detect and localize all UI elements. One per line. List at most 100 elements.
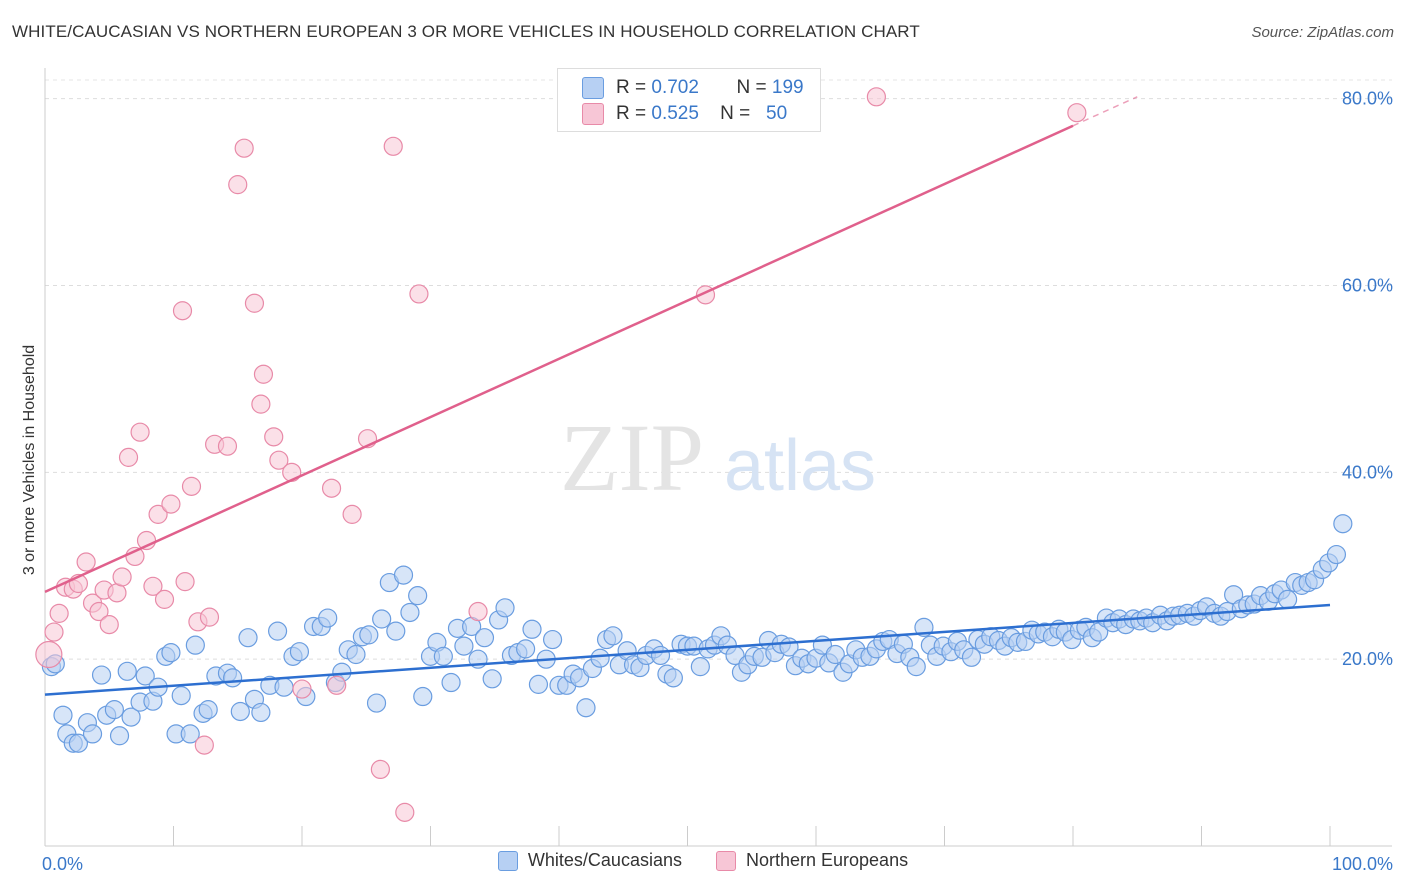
point-whites-11 bbox=[109, 726, 130, 746]
point-whites-51 bbox=[386, 621, 406, 641]
point-northern-19 bbox=[154, 589, 175, 609]
trend-line-whites bbox=[44, 603, 1331, 696]
stats-n-value: 199 bbox=[771, 77, 804, 98]
series-whites-points bbox=[41, 514, 1353, 753]
watermark: ZIP atlas bbox=[560, 404, 876, 511]
point-whites-48 bbox=[366, 693, 387, 713]
point-whites-74 bbox=[542, 629, 563, 650]
point-whites-8 bbox=[91, 665, 112, 685]
legend: Whites/Caucasians Northern Europeans bbox=[0, 850, 1406, 871]
point-northern-33 bbox=[251, 394, 271, 414]
point-northern-25 bbox=[194, 735, 214, 755]
legend-item-northern[interactable]: Northern Europeans bbox=[715, 850, 909, 871]
stats-n-value: 50 bbox=[766, 103, 788, 124]
point-northern-29 bbox=[228, 175, 248, 195]
point-northern-21 bbox=[172, 301, 193, 321]
grid-lines bbox=[45, 79, 1392, 660]
point-whites-41 bbox=[318, 608, 338, 628]
stats-n-label: N = bbox=[736, 77, 767, 98]
watermark-zip: ZIP bbox=[560, 404, 704, 511]
point-whites-47 bbox=[359, 625, 379, 645]
point-whites-37 bbox=[289, 642, 310, 662]
point-northern-23 bbox=[181, 476, 202, 496]
point-whites-64 bbox=[474, 628, 495, 648]
point-northern-17 bbox=[143, 576, 163, 596]
point-whites-61 bbox=[454, 636, 474, 656]
stats-r-label: R = bbox=[616, 77, 647, 98]
trend-line-northern-extension bbox=[1072, 96, 1138, 127]
point-whites-34 bbox=[267, 621, 288, 641]
point-whites-54 bbox=[408, 586, 428, 606]
point-whites-7 bbox=[82, 724, 103, 744]
point-northern-38 bbox=[321, 478, 342, 498]
point-northern-46 bbox=[468, 601, 488, 622]
point-whites-28 bbox=[223, 668, 243, 688]
trend-line-northern bbox=[44, 124, 1074, 594]
watermark-atlas: atlas bbox=[724, 426, 876, 506]
stats-swatch-pink bbox=[582, 103, 604, 125]
point-whites-53 bbox=[400, 602, 420, 623]
point-northern-8 bbox=[89, 601, 109, 622]
point-whites-78 bbox=[569, 668, 590, 688]
point-whites-81 bbox=[590, 648, 610, 668]
point-northern-20 bbox=[161, 494, 181, 514]
stats-n-label: N = bbox=[720, 103, 751, 124]
legend-item-whites[interactable]: Whites/Caucasians bbox=[497, 850, 682, 871]
legend-label-northern: Northern Europeans bbox=[745, 850, 909, 870]
point-whites-58 bbox=[433, 646, 453, 666]
point-whites-21 bbox=[171, 686, 191, 706]
point-whites-136 bbox=[961, 647, 982, 667]
point-whites-29 bbox=[230, 701, 250, 722]
stats-swatch-blue bbox=[582, 77, 604, 99]
point-whites-71 bbox=[522, 619, 542, 639]
point-northern-35 bbox=[269, 450, 289, 470]
point-northern-37 bbox=[292, 679, 312, 699]
point-whites-55 bbox=[413, 686, 433, 707]
point-northern-31 bbox=[244, 293, 265, 313]
point-whites-32 bbox=[251, 702, 271, 723]
legend-swatch-pink bbox=[715, 850, 736, 871]
point-whites-49 bbox=[372, 609, 392, 629]
point-whites-35 bbox=[274, 677, 294, 697]
point-whites-128 bbox=[906, 657, 926, 677]
legend-swatch-blue bbox=[497, 850, 518, 871]
point-whites-15 bbox=[135, 666, 155, 686]
point-whites-23 bbox=[185, 635, 205, 655]
stats-r-value: 0.702 bbox=[651, 77, 699, 98]
point-northern-2 bbox=[49, 603, 69, 623]
point-whites-116 bbox=[825, 644, 845, 665]
point-whites-79 bbox=[576, 698, 596, 718]
point-whites-10 bbox=[104, 700, 124, 720]
point-northern-13 bbox=[118, 447, 139, 467]
point-whites-70 bbox=[515, 639, 536, 659]
legend-label-whites: Whites/Caucasians bbox=[527, 850, 682, 870]
point-whites-67 bbox=[495, 598, 515, 618]
y-tick-label-2: 60.0% bbox=[1342, 276, 1393, 296]
point-northern-30 bbox=[234, 138, 254, 158]
point-northern-42 bbox=[370, 759, 390, 780]
x-tick-label-0: 0.0% bbox=[42, 854, 83, 874]
point-northern-45 bbox=[409, 284, 429, 304]
point-northern-44 bbox=[395, 802, 415, 822]
point-whites-183 bbox=[1277, 589, 1298, 609]
stats-row-blue: R = 0.702 N = 199 bbox=[582, 75, 804, 101]
point-northern-1 bbox=[44, 622, 64, 642]
point-whites-30 bbox=[238, 628, 258, 648]
chart-title: WHITE/CAUCASIAN VS NORTHERN EUROPEAN 3 O… bbox=[12, 22, 920, 41]
point-northern-10 bbox=[99, 615, 119, 635]
point-whites-13 bbox=[121, 707, 141, 727]
point-northern-40 bbox=[342, 504, 362, 524]
point-whites-83 bbox=[603, 626, 623, 646]
point-northern-12 bbox=[112, 567, 132, 587]
point-northern-0 bbox=[35, 640, 63, 669]
point-northern-28 bbox=[217, 436, 238, 456]
point-northern-15 bbox=[130, 422, 150, 442]
y-tick-label-1: 40.0% bbox=[1342, 462, 1393, 482]
point-whites-90 bbox=[650, 645, 671, 666]
point-whites-65 bbox=[482, 669, 502, 689]
point-northern-43 bbox=[383, 136, 403, 156]
point-northern-36 bbox=[282, 462, 302, 482]
stats-row-pink: R = 0.525 N = 50 bbox=[582, 101, 787, 127]
point-whites-45 bbox=[346, 644, 366, 665]
